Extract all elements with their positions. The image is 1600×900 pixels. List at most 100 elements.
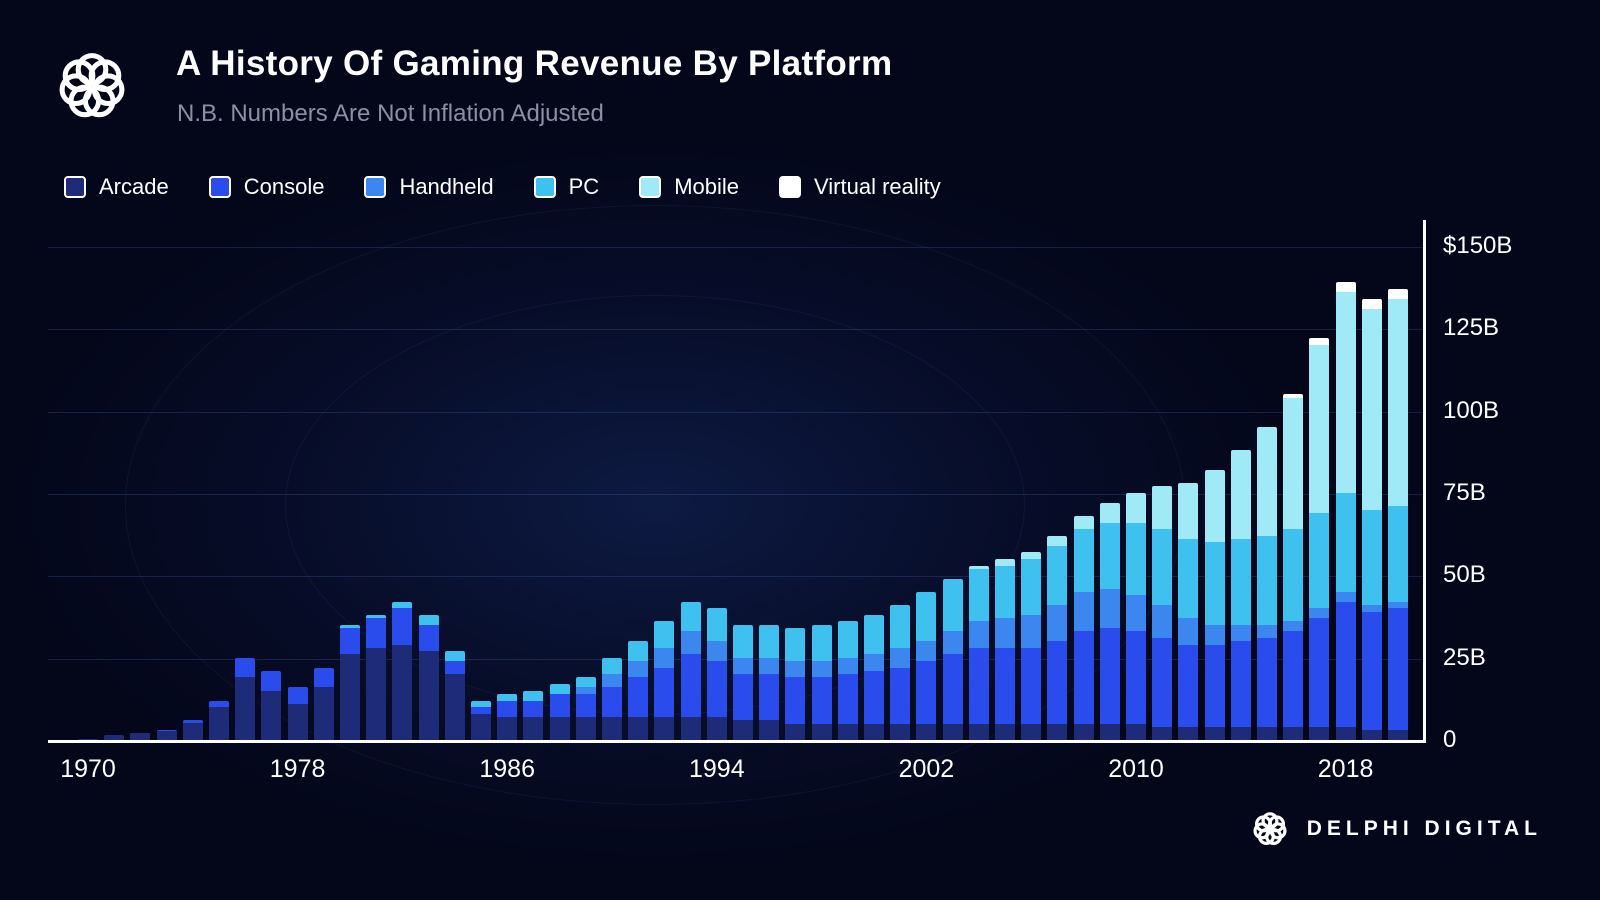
bar-segment-handheld bbox=[864, 654, 884, 671]
bar-segment-arcade bbox=[1178, 726, 1199, 740]
bar-segment-mobile bbox=[1335, 292, 1356, 494]
legend: Arcade Console Handheld PC Mobile Virtual rea… bbox=[64, 174, 941, 200]
bar-1985 bbox=[471, 700, 491, 740]
bar-segment-pc bbox=[1388, 506, 1408, 602]
bar-segment-arcade bbox=[104, 735, 125, 740]
bar-2001 bbox=[890, 605, 911, 740]
bar-segment-console bbox=[1099, 628, 1120, 724]
bar-segment-arcade bbox=[471, 713, 491, 740]
bar-segment-mobile bbox=[1309, 344, 1330, 513]
delphi-logo-small-icon bbox=[1247, 806, 1293, 852]
bar-segment-arcade bbox=[287, 703, 308, 740]
bar-2003 bbox=[942, 578, 963, 740]
bar-1978 bbox=[287, 687, 308, 740]
bar-segment-pc bbox=[340, 624, 360, 629]
bar-segment-console bbox=[340, 628, 360, 655]
bar-1981 bbox=[366, 614, 387, 740]
bar-segment-console bbox=[968, 647, 989, 724]
bar-segment-arcade bbox=[864, 723, 884, 740]
legend-item-pc[interactable]: PC bbox=[533, 174, 599, 200]
bar-segment-console bbox=[1257, 637, 1277, 727]
gridline-75 bbox=[48, 494, 1423, 495]
legend-item-virtual-reality[interactable]: Virtual reality bbox=[779, 174, 941, 200]
bar-segment-arcade bbox=[733, 720, 753, 740]
bar-2006 bbox=[1021, 552, 1042, 740]
bar-segment-pc bbox=[1204, 542, 1225, 625]
legend-swatch-icon bbox=[208, 176, 231, 198]
legend-item-arcade[interactable]: Arcade bbox=[64, 174, 169, 200]
legend-label: Handheld bbox=[399, 174, 494, 199]
bar-segment-pc bbox=[523, 690, 544, 701]
bar-segment-arcade bbox=[602, 716, 622, 740]
bar-2019 bbox=[1361, 298, 1382, 740]
bar-segment-console bbox=[1388, 608, 1408, 731]
bar-segment-arcade bbox=[575, 716, 596, 740]
bar-segment-mobile bbox=[1099, 502, 1120, 523]
bar-segment-console bbox=[130, 732, 151, 734]
bar-segment-pc bbox=[890, 605, 911, 648]
bar-segment-handheld bbox=[1126, 595, 1146, 632]
bar-segment-pc bbox=[1335, 493, 1356, 592]
bar-segment-arcade bbox=[1099, 723, 1120, 740]
bar-segment-pc bbox=[654, 621, 675, 648]
legend-label: Mobile bbox=[674, 174, 739, 199]
bar-segment-handheld bbox=[1099, 588, 1120, 629]
bar-segment-console bbox=[182, 720, 203, 723]
legend-item-mobile[interactable]: Mobile bbox=[639, 174, 739, 200]
y-tick-label-100: 100B bbox=[1443, 396, 1500, 424]
bar-2005 bbox=[995, 558, 1015, 740]
bar-2013 bbox=[1204, 469, 1225, 740]
legend-swatch-icon bbox=[639, 176, 662, 198]
y-tick-label-50: 50B bbox=[1443, 561, 1486, 589]
bar-segment-handheld bbox=[968, 621, 989, 648]
bar-segment-console bbox=[1204, 644, 1225, 727]
bar-segment-arcade bbox=[759, 720, 780, 740]
bar-segment-arcade bbox=[444, 674, 465, 740]
bar-1987 bbox=[523, 690, 544, 740]
bar-segment-console bbox=[837, 674, 858, 724]
bar-segment-handheld bbox=[916, 641, 937, 661]
bar-segment-pc bbox=[1152, 529, 1173, 605]
bar-segment-mobile bbox=[1047, 535, 1068, 546]
bar-segment-console bbox=[287, 687, 308, 704]
bar-segment-virtual-reality bbox=[1388, 288, 1408, 299]
bar-segment-console bbox=[1283, 631, 1304, 727]
bar-segment-mobile bbox=[1283, 397, 1304, 530]
bar-segment-arcade bbox=[1257, 726, 1277, 740]
bar-segment-mobile bbox=[1257, 427, 1277, 536]
bar-segment-handheld bbox=[1073, 591, 1094, 632]
bar-segment-mobile bbox=[995, 558, 1015, 566]
bar-2000 bbox=[864, 614, 884, 740]
bar-segment-console bbox=[785, 677, 806, 724]
bar-segment-arcade bbox=[182, 722, 203, 740]
bar-segment-pc bbox=[785, 628, 806, 661]
bar-segment-arcade bbox=[1126, 723, 1146, 740]
bar-segment-arcade bbox=[1388, 730, 1408, 740]
bar-2008 bbox=[1073, 516, 1094, 740]
bar-segment-console bbox=[418, 624, 439, 652]
bar-segment-pc bbox=[1309, 512, 1330, 609]
bar-segment-handheld bbox=[1257, 624, 1277, 638]
bar-1996 bbox=[759, 624, 780, 740]
bar-segment-pc bbox=[549, 684, 570, 694]
legend-item-console[interactable]: Console bbox=[208, 174, 324, 200]
legend-item-handheld[interactable]: Handheld bbox=[364, 174, 494, 200]
bar-2010 bbox=[1126, 493, 1146, 740]
bar-segment-console bbox=[1178, 644, 1199, 727]
bar-segment-pc bbox=[995, 565, 1015, 619]
bar-1977 bbox=[261, 670, 282, 740]
bar-segment-pc bbox=[471, 700, 491, 708]
brand-footer: DELPHI DIGITAL bbox=[1247, 806, 1542, 852]
bar-segment-virtual-reality bbox=[1309, 338, 1330, 345]
bar-2016 bbox=[1283, 394, 1304, 740]
bar-segment-handheld bbox=[1021, 614, 1042, 648]
delphi-logo-icon bbox=[46, 40, 138, 132]
bar-segment-mobile bbox=[1230, 450, 1251, 540]
bar-segment-pc bbox=[706, 608, 727, 642]
gridline-150 bbox=[48, 247, 1423, 248]
bar-segment-console bbox=[1126, 631, 1146, 724]
bar-1975 bbox=[209, 700, 229, 740]
bar-segment-handheld bbox=[733, 657, 753, 675]
bar-segment-mobile bbox=[1073, 516, 1094, 530]
